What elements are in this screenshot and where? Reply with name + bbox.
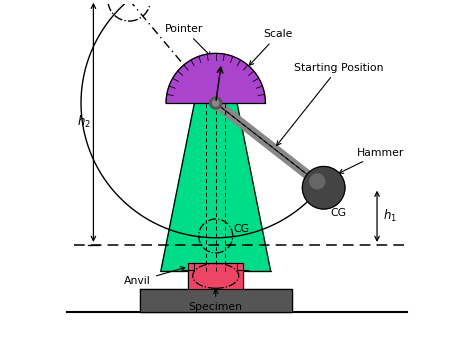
Polygon shape	[188, 262, 243, 289]
Text: Starting Position: Starting Position	[277, 62, 383, 145]
Text: End of
Swing: End of Swing	[0, 358, 1, 359]
Circle shape	[310, 174, 325, 189]
Text: $h_2$: $h_2$	[77, 114, 91, 130]
Text: Scale: Scale	[249, 29, 293, 65]
Polygon shape	[139, 289, 292, 312]
Text: Pointer: Pointer	[164, 24, 211, 56]
Polygon shape	[161, 103, 271, 271]
Text: Hammer: Hammer	[339, 148, 405, 173]
Circle shape	[212, 100, 219, 106]
Text: Specimen: Specimen	[189, 289, 243, 312]
Text: CG: CG	[234, 224, 249, 234]
Text: Anvil: Anvil	[124, 267, 185, 286]
Text: CG: CG	[331, 208, 347, 218]
Circle shape	[302, 167, 345, 209]
Text: $h_1$: $h_1$	[383, 208, 397, 224]
Circle shape	[210, 97, 222, 109]
Wedge shape	[166, 53, 265, 103]
